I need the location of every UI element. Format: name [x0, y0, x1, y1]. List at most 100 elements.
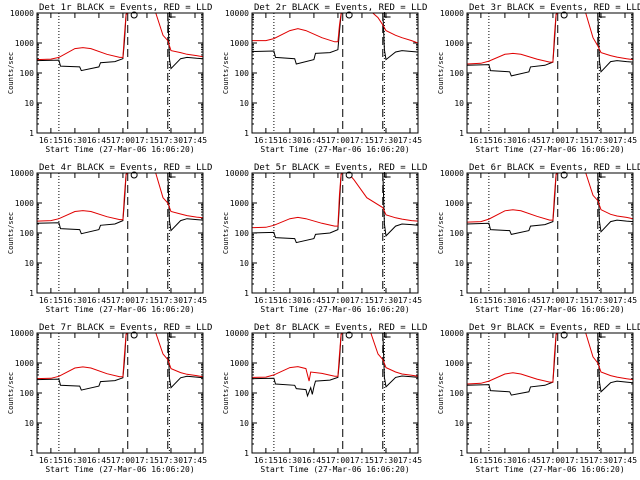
x-tick-label: 17:45 — [613, 296, 637, 305]
x-tick-label: 17:30 — [589, 296, 613, 305]
x-tick-label: 17:00 — [326, 456, 350, 465]
x-axis-label: Start Time (27-Mar-06 16:06:20) — [45, 465, 194, 474]
x-tick-label: 16:45 — [517, 456, 541, 465]
y-tick-label: 1 — [459, 129, 464, 138]
x-tick-label: 17:00 — [111, 136, 135, 145]
chart-title: Det 1r BLACK = Events, RED = LLD — [39, 3, 212, 13]
x-tick-label: 16:15 — [39, 136, 63, 145]
y-axis-label: Counts/sec — [222, 52, 230, 94]
y-tick-label: 10000 — [440, 9, 464, 18]
y-tick-label: 1000 — [230, 199, 249, 208]
y-tick-label: 10 — [454, 99, 464, 108]
x-tick-label: 17:45 — [398, 456, 422, 465]
chart-title: Det 9r BLACK = Events, RED = LLD — [469, 323, 640, 333]
series-line-lld — [467, 173, 633, 223]
series-line-lld — [252, 173, 418, 229]
y-axis-label: Counts/sec — [222, 212, 230, 254]
chart-panel-2: Det 2r BLACK = Events, RED = LLD 1 10 100 10… — [222, 3, 427, 154]
chart-panel-6: Det 6r BLACK = Events, RED = LLD 1 10 100 10… — [437, 163, 640, 314]
x-tick-label: 16:45 — [517, 136, 541, 145]
x-tick-label: 16:45 — [87, 136, 111, 145]
x-tick-label: 16:15 — [469, 296, 493, 305]
x-tick-label: 17:15 — [135, 456, 159, 465]
marker-bracket — [169, 172, 176, 178]
y-tick-label: 10 — [239, 259, 249, 268]
plot-data — [467, 13, 633, 77]
x-tick-label: 16:45 — [302, 296, 326, 305]
y-tick-label: 10 — [454, 419, 464, 428]
x-tick-label: 17:00 — [541, 296, 565, 305]
series-line-lld — [37, 333, 203, 380]
x-tick-label: 16:15 — [254, 296, 278, 305]
chart-panel-4: Det 4r BLACK = Events, RED = LLD 1 10 100 10… — [7, 163, 212, 314]
y-axis-label: Counts/sec — [7, 372, 15, 414]
plot-frame — [36, 332, 204, 454]
chart-panel-5: Det 5r BLACK = Events, RED = LLD 1 10 100 10… — [222, 163, 427, 314]
x-axis-label: Start Time (27-Mar-06 16:06:20) — [260, 305, 409, 314]
plot-data — [467, 333, 633, 396]
chart-panel-1: Det 1r BLACK = Events, RED = LLD 1 10 100 10… — [7, 3, 212, 154]
chart-title: Det 6r BLACK = Events, RED = LLD — [469, 163, 640, 173]
chart-panel-9: Det 9r BLACK = Events, RED = LLD 1 10 100 10… — [437, 323, 640, 474]
series-line-events — [37, 173, 203, 235]
plot-data — [252, 173, 418, 244]
series-line-events — [467, 173, 633, 235]
x-tick-label: 17:15 — [350, 456, 374, 465]
y-tick-label: 1000 — [445, 199, 464, 208]
x-tick-label: 17:30 — [374, 296, 398, 305]
series-line-lld — [252, 13, 418, 44]
y-tick-label: 100 — [20, 229, 35, 238]
x-tick-label: 16:30 — [278, 456, 302, 465]
y-tick-label: 100 — [20, 389, 35, 398]
x-tick-label: 16:15 — [39, 456, 63, 465]
x-tick-label: 16:30 — [63, 456, 87, 465]
x-tick-label: 17:30 — [374, 456, 398, 465]
x-tick-label: 17:00 — [111, 456, 135, 465]
y-tick-label: 100 — [235, 229, 250, 238]
plot-data — [252, 333, 418, 398]
y-axis-label: Counts/sec — [7, 212, 15, 254]
series-line-lld — [467, 333, 633, 385]
x-tick-label: 17:15 — [135, 296, 159, 305]
marker-bracket — [384, 12, 391, 18]
plot-frame — [251, 172, 419, 294]
x-tick-label: 16:30 — [493, 296, 517, 305]
x-tick-label: 16:30 — [63, 296, 87, 305]
plot-data — [37, 173, 203, 235]
x-tick-label: 17:00 — [111, 296, 135, 305]
x-tick-label: 17:00 — [326, 296, 350, 305]
x-tick-label: 17:15 — [565, 136, 589, 145]
x-tick-label: 16:15 — [469, 136, 493, 145]
y-tick-label: 100 — [450, 69, 465, 78]
marker-bracket — [384, 172, 391, 178]
y-tick-label: 10 — [24, 99, 34, 108]
marker-bracket — [384, 332, 391, 338]
x-tick-label: 17:45 — [398, 296, 422, 305]
y-tick-label: 10000 — [440, 329, 464, 338]
x-tick-label: 16:45 — [87, 296, 111, 305]
y-tick-label: 10 — [24, 419, 34, 428]
y-axis-label: Counts/sec — [437, 212, 445, 254]
y-tick-label: 1000 — [230, 39, 249, 48]
y-tick-label: 10000 — [225, 9, 249, 18]
x-tick-label: 16:30 — [63, 136, 87, 145]
y-tick-label: 10000 — [225, 169, 249, 178]
y-axis-label: Counts/sec — [437, 52, 445, 94]
plot-data — [37, 333, 203, 391]
chart-title: Det 4r BLACK = Events, RED = LLD — [39, 163, 212, 173]
x-tick-label: 17:45 — [613, 456, 637, 465]
x-tick-label: 17:30 — [374, 136, 398, 145]
y-tick-label: 100 — [235, 389, 250, 398]
chart-title: Det 3r BLACK = Events, RED = LLD — [469, 3, 640, 13]
x-tick-label: 16:30 — [493, 456, 517, 465]
x-axis-label: Start Time (27-Mar-06 16:06:20) — [45, 145, 194, 154]
chart-panel-3: Det 3r BLACK = Events, RED = LLD 1 10 100 10… — [437, 3, 640, 154]
x-axis-label: Start Time (27-Mar-06 16:06:20) — [260, 465, 409, 474]
y-axis-label: Counts/sec — [7, 52, 15, 94]
y-tick-label: 1000 — [445, 39, 464, 48]
y-tick-label: 10 — [454, 259, 464, 268]
marker-bracket — [169, 12, 176, 18]
y-tick-label: 1 — [459, 289, 464, 298]
series-line-lld — [252, 333, 418, 382]
